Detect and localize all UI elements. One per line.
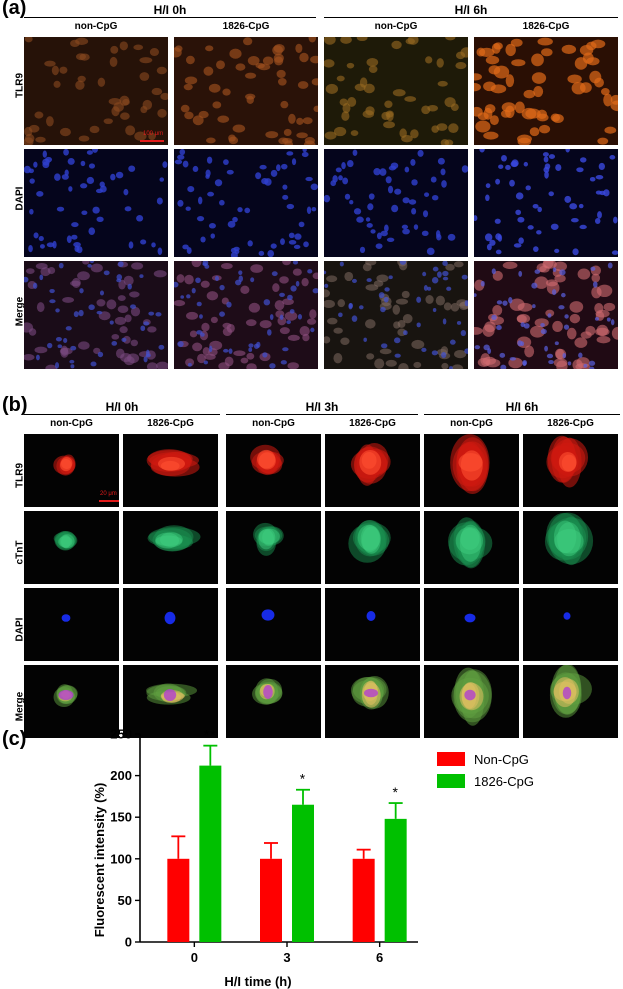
y-tick-label: 250 [110,727,132,742]
panel-a-col-label: 1826-CpG [522,21,570,32]
panel-b-col-label: non-CpG [252,418,295,429]
y-tick-label: 100 [110,851,132,866]
panel-a-micrograph [474,261,618,369]
panel-b-micrograph [226,665,321,738]
bar-non-cpg [352,858,375,942]
x-tick-label: 3 [283,950,290,965]
y-axis-label: Fluorescent intensity (%) [92,783,107,938]
fluorescent-intensity-bar-chart: Fluorescent intensity (%) H/I time (h) 0… [92,727,534,989]
panel-a-group-rule-0h [24,17,316,18]
panel-b-micrograph [325,665,420,738]
panel-b-micrograph [123,588,218,661]
panel-b-col-label: non-CpG [50,418,93,429]
legend-swatch-non-cpg [437,752,465,766]
panel-b-micrograph [123,511,218,584]
panel-a-micrograph [174,261,318,369]
panel-b-scale-bar [99,500,119,502]
panel-b-group-rule-6h [424,414,620,415]
panel-a-micrograph [174,149,318,257]
y-tick-label: 50 [118,893,132,908]
panel-a-micrograph [24,149,168,257]
panel-a-micrograph [24,261,168,369]
panel-a-group-title-6h: H/I 6h [454,3,488,17]
panel-a-micrograph [474,149,618,257]
panel-b-col-label: 1826-CpG [547,418,594,429]
panel-b-group-rule-0h [24,414,220,415]
legend-swatch-1826-cpg [437,774,465,788]
panel-a-letter: (a) [2,0,27,19]
panel-b-micrograph [424,511,519,584]
panel-a-scale-label: 100 μm [143,131,164,137]
panel-b-micrograph [424,434,519,507]
y-tick-label: 200 [110,768,132,783]
significance-marker: * [392,784,398,800]
panel-a-micrograph [474,37,618,145]
x-tick-label: 0 [191,950,198,965]
panel-b-micrograph [24,665,119,738]
x-tick-label: 6 [376,950,383,965]
significance-marker: ** [204,727,217,743]
legend-label: 1826-CpG [474,774,534,789]
legend-label: Non-CpG [474,752,529,767]
panel-a-micrograph [174,37,318,145]
bar-1826-cpg [384,818,407,942]
panel-b-micrograph [424,588,519,661]
panel-a-scale-bar [140,140,164,142]
panel-b-micrograph [24,588,119,661]
panel-b-micrograph [226,434,321,507]
panel-b-col-label: 1826-CpG [349,418,396,429]
panel-a-group-title-0h: H/I 0h [153,3,187,17]
significance-marker: * [300,771,306,787]
panel-b-micrograph [325,588,420,661]
panel-b-micrograph [226,511,321,584]
panel-a-col-label: 1826-CpG [222,21,270,32]
panel-a-micrograph [24,37,168,145]
x-axis-label: H/I time (h) [224,974,291,989]
panel-b-micrograph [226,588,321,661]
panel-b-scale-label: 20 μm [100,491,117,497]
panel-b-group-title-3h: H/I 3h [305,400,339,414]
panel-b-micrograph [523,588,618,661]
panel-b-micrograph [523,434,618,507]
panel-a-micrograph [324,149,468,257]
panel-a-micrograph [324,261,468,369]
panel-b-micrograph [123,665,218,738]
panel-c-letter: (c) [2,728,27,750]
y-tick-label: 150 [110,810,132,825]
panel-a-col-label: non-CpG [374,21,418,32]
panel-a-col-label: non-CpG [74,21,118,32]
panel-b-micrograph [424,665,519,738]
panel-b-col-label: 1826-CpG [147,418,194,429]
panel-b-micrograph [523,665,618,738]
bar-1826-cpg [292,804,314,942]
y-tick-label: 0 [125,935,132,950]
panel-b-micrograph [24,434,119,507]
bar-non-cpg [260,858,282,942]
panel-b-micrograph [325,511,420,584]
panel-a-group-rule-6h [324,17,618,18]
panel-b-letter: (b) [2,394,28,416]
panel-b-col-label: non-CpG [450,418,493,429]
panel-b-micrograph [123,434,218,507]
panel-b-group-title-0h: H/I 0h [105,400,139,414]
panel-b-group-rule-3h [226,414,418,415]
bar-non-cpg [167,858,190,942]
panel-b-micrograph [325,434,420,507]
panel-b-micrograph [523,511,618,584]
bar-1826-cpg [199,765,222,942]
panel-b-group-title-6h: H/I 6h [505,400,539,414]
panel-b-micrograph [24,511,119,584]
panel-a-micrograph [324,37,468,145]
